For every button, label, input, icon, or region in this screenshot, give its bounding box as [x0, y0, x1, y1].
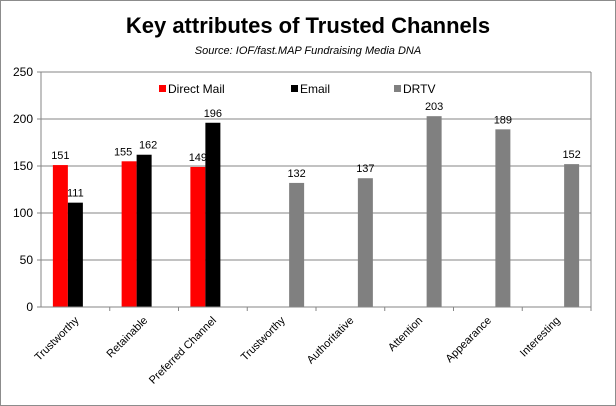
- x-tick-label: Interesting: [518, 315, 563, 360]
- legend-swatch: [159, 85, 166, 92]
- bar-direct-mail: [121, 161, 137, 307]
- bar-direct-mail: [190, 166, 206, 307]
- y-tick-label: 250: [13, 65, 33, 79]
- data-label: 149: [189, 152, 207, 164]
- x-tick-label: Preferred Channel: [147, 315, 219, 387]
- data-label: 152: [562, 149, 580, 161]
- bar-drtv: [357, 178, 373, 307]
- bar-drtv: [495, 129, 511, 307]
- legend-label: DRTV: [403, 82, 435, 96]
- x-tick-label: Retainable: [105, 315, 151, 361]
- chart-subtitle: Source: IOF/fast.MAP Fundraising Media D…: [194, 45, 422, 57]
- legend-swatch: [291, 85, 298, 92]
- data-label: 151: [51, 150, 69, 162]
- data-label: 203: [425, 101, 443, 113]
- bar-email: [205, 122, 221, 307]
- x-tick-label: Attention: [386, 315, 425, 354]
- y-tick-label: 100: [13, 206, 33, 220]
- x-tick-label: Trustworthy: [239, 314, 288, 363]
- bar-drtv: [426, 116, 442, 308]
- data-label: 196: [204, 108, 222, 120]
- bar-email: [136, 154, 152, 307]
- x-tick-label: Authoritative: [305, 315, 357, 367]
- legend-label: Direct Mail: [168, 82, 225, 96]
- y-tick-label: 50: [20, 253, 34, 267]
- legend-swatch: [394, 85, 401, 92]
- x-tick-label: Appearance: [444, 315, 494, 365]
- data-label: 132: [287, 168, 305, 180]
- bar-direct-mail: [52, 165, 68, 307]
- data-label: 111: [67, 188, 84, 200]
- data-label: 162: [139, 140, 157, 152]
- y-tick-label: 150: [13, 159, 33, 173]
- chart-title: Key attributes of Trusted Channels: [125, 13, 491, 38]
- data-label: 137: [356, 163, 374, 175]
- bar-drtv: [289, 182, 305, 307]
- data-label: 155: [114, 146, 132, 158]
- bar-drtv: [564, 164, 580, 307]
- bar-email: [67, 202, 83, 307]
- x-tick-label: Trustworthy: [33, 314, 82, 363]
- data-label: 189: [494, 114, 512, 126]
- legend-label: Email: [300, 82, 330, 96]
- y-tick-label: 200: [13, 112, 33, 126]
- y-tick-label: 0: [26, 300, 33, 314]
